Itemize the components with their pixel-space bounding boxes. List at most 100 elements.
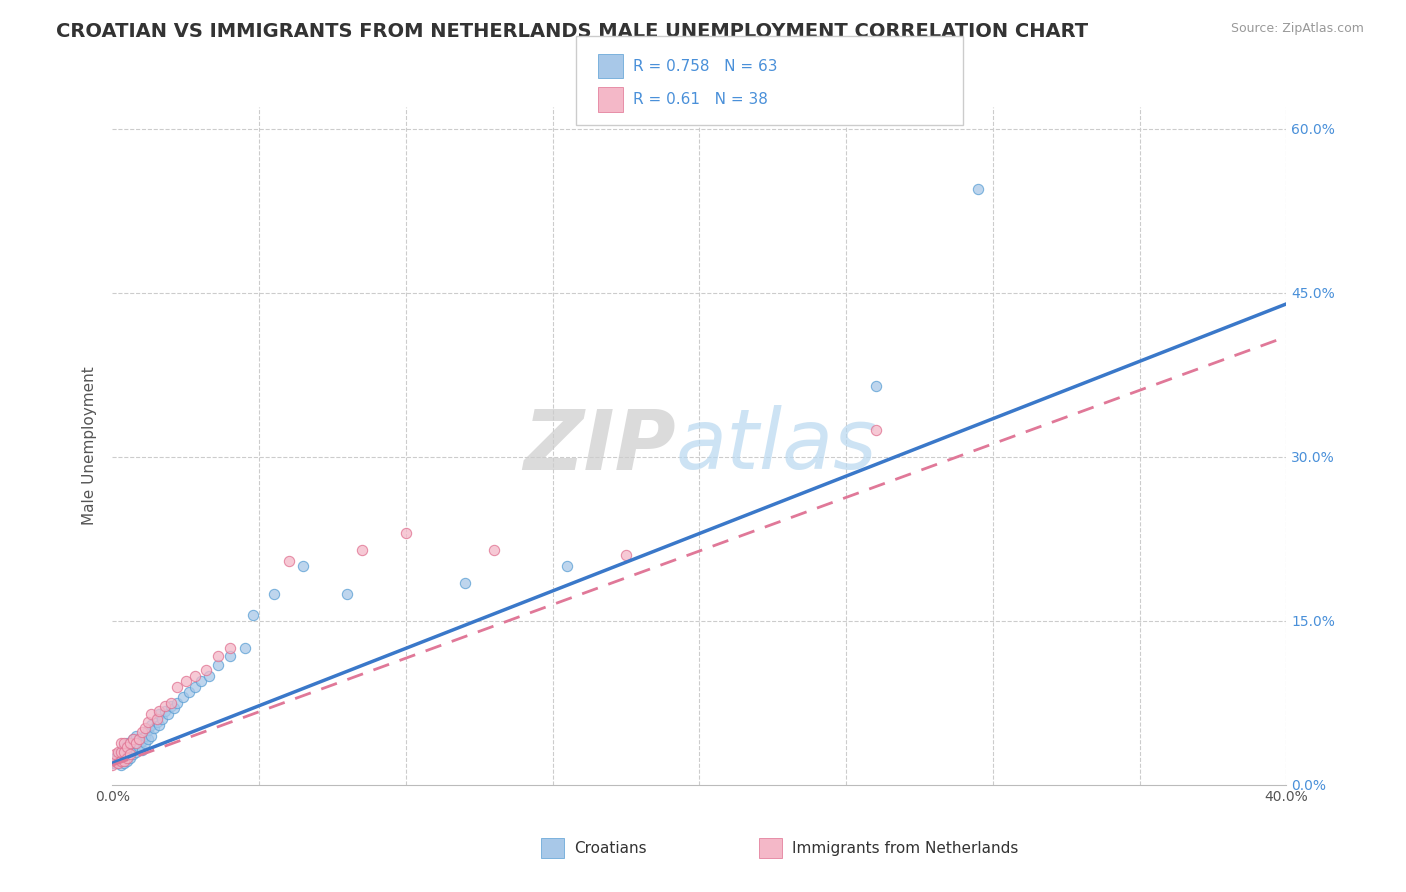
Point <box>614 549 637 563</box>
Point <box>131 743 153 757</box>
Point <box>125 736 148 750</box>
Text: CROATIAN VS IMMIGRANTS FROM NETHERLANDS MALE UNEMPLOYMENT CORRELATION CHART: CROATIAN VS IMMIGRANTS FROM NETHERLANDS … <box>56 22 1088 41</box>
Point <box>139 706 162 721</box>
Point <box>145 714 167 729</box>
Point <box>163 701 186 715</box>
Point <box>104 754 127 768</box>
Point <box>112 736 135 750</box>
Point <box>148 718 170 732</box>
Point <box>112 745 135 759</box>
Point <box>336 586 359 600</box>
Point <box>174 674 197 689</box>
Point <box>145 712 167 726</box>
Point <box>134 721 156 735</box>
Point <box>128 732 150 747</box>
Point <box>107 745 129 759</box>
Point <box>115 750 138 764</box>
Point <box>453 575 475 590</box>
Point <box>157 706 180 721</box>
Point <box>277 554 299 568</box>
Point <box>150 712 173 726</box>
Point <box>122 747 145 762</box>
Point <box>122 739 145 754</box>
Point <box>134 736 156 750</box>
Point <box>115 754 138 768</box>
Point <box>110 745 132 759</box>
Point <box>112 750 135 764</box>
Point <box>218 648 242 663</box>
Point <box>101 756 124 770</box>
Point <box>128 732 150 747</box>
Point <box>120 747 142 762</box>
Point <box>198 668 221 682</box>
Point <box>120 750 142 764</box>
Point <box>115 747 138 762</box>
Text: ZIP: ZIP <box>523 406 676 486</box>
Point <box>110 754 132 768</box>
Point <box>112 739 135 754</box>
Point <box>112 756 135 770</box>
Point <box>482 542 505 557</box>
Point <box>160 699 183 714</box>
Point <box>112 754 135 768</box>
Point <box>136 714 159 729</box>
Point <box>136 723 159 738</box>
Point <box>242 608 264 623</box>
Point <box>183 668 205 682</box>
Point <box>155 699 177 714</box>
Point <box>101 758 124 772</box>
Y-axis label: Male Unemployment: Male Unemployment <box>82 367 97 525</box>
Point <box>120 745 142 759</box>
Point <box>125 745 148 759</box>
Point <box>139 729 162 743</box>
Point <box>125 729 148 743</box>
Point <box>177 685 200 699</box>
Point <box>557 559 579 574</box>
Point <box>207 657 229 672</box>
Point <box>120 736 142 750</box>
Point <box>128 739 150 754</box>
Point <box>148 704 170 718</box>
Text: atlas: atlas <box>676 406 877 486</box>
Point <box>155 704 177 718</box>
Point <box>115 739 138 754</box>
Point <box>125 736 148 750</box>
Point <box>107 754 129 768</box>
Point <box>110 736 132 750</box>
Point <box>104 756 127 770</box>
Point <box>104 750 127 764</box>
Text: Immigrants from Netherlands: Immigrants from Netherlands <box>792 841 1018 855</box>
Point <box>115 743 138 757</box>
Point <box>350 542 373 557</box>
Text: Croatians: Croatians <box>574 841 647 855</box>
Point <box>104 747 127 762</box>
Point <box>207 648 229 663</box>
Point <box>134 729 156 743</box>
Point <box>865 379 887 393</box>
Point <box>131 734 153 748</box>
Point <box>160 696 183 710</box>
Point <box>172 690 194 705</box>
Point <box>107 747 129 762</box>
Point <box>120 736 142 750</box>
Point <box>865 423 887 437</box>
Point <box>148 706 170 721</box>
Point <box>233 641 256 656</box>
Point <box>107 756 129 770</box>
Point <box>166 696 188 710</box>
Point <box>183 680 205 694</box>
Point <box>110 758 132 772</box>
Point <box>195 663 218 677</box>
Point <box>218 641 242 656</box>
Point <box>142 721 165 735</box>
Point <box>122 732 145 747</box>
Point <box>263 586 285 600</box>
Point <box>107 756 129 770</box>
Text: R = 0.758   N = 63: R = 0.758 N = 63 <box>633 59 778 73</box>
Point <box>967 182 990 196</box>
Point <box>136 732 159 747</box>
Point <box>110 750 132 764</box>
Point <box>110 754 132 768</box>
Point <box>139 718 162 732</box>
Point <box>112 745 135 759</box>
